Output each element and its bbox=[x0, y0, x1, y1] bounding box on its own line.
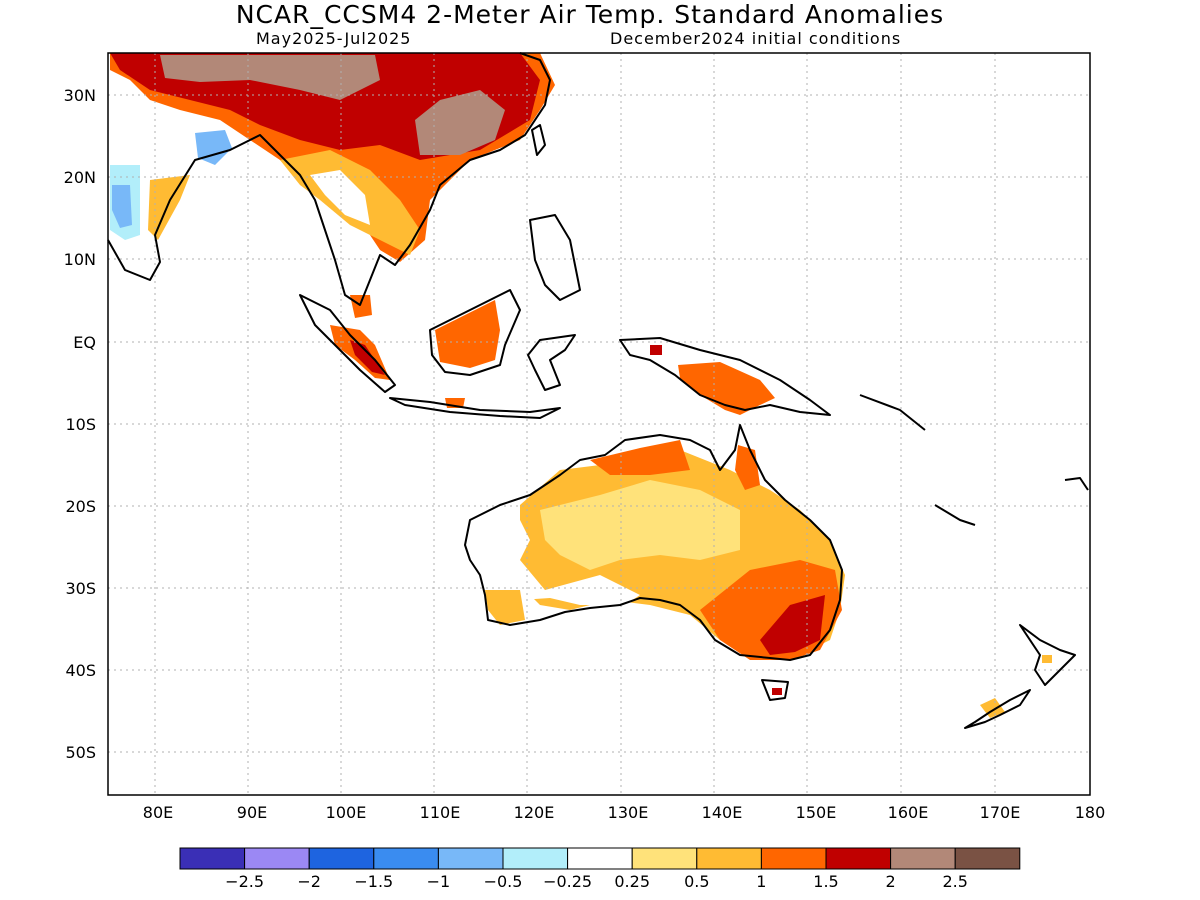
coast-newguinea bbox=[619, 337, 831, 416]
anomaly-newguinea-red bbox=[650, 345, 662, 355]
colorbar-swatch bbox=[696, 847, 762, 870]
lat-label-50s: 50S bbox=[65, 743, 96, 762]
coast-tasmania bbox=[761, 679, 789, 701]
map-subtitle-period: May2025-Jul2025 bbox=[256, 29, 412, 48]
lon-label-180: 180 bbox=[1074, 803, 1106, 822]
lat-label-20s: 20S bbox=[65, 497, 96, 516]
colorbar-swatch bbox=[179, 847, 246, 870]
lat-label-30n: 30N bbox=[63, 86, 96, 105]
coast-newcaledonia bbox=[934, 504, 976, 526]
coast-philippines bbox=[529, 214, 581, 301]
lon-label-150e: 150E bbox=[795, 803, 837, 822]
colorbar-swatch bbox=[954, 847, 1021, 870]
colorbar-label: −1 bbox=[426, 872, 451, 891]
lat-label-10n: 10N bbox=[63, 250, 96, 269]
coast-taiwan bbox=[531, 124, 546, 156]
colorbar-label: −0.25 bbox=[543, 872, 593, 891]
coastlines bbox=[107, 52, 1089, 729]
lon-label-100e: 100E bbox=[325, 803, 367, 822]
colorbar-swatch bbox=[760, 847, 827, 870]
map-gridlines bbox=[108, 53, 1090, 795]
coast-solomons bbox=[859, 394, 926, 431]
anomaly-australia-north-orange bbox=[590, 440, 690, 475]
anomaly-sumatra-red bbox=[350, 340, 385, 375]
lon-label-170e: 170E bbox=[979, 803, 1021, 822]
colorbar-swatch bbox=[890, 847, 956, 870]
anomaly-australia-white bbox=[483, 560, 640, 605]
lon-label-80e: 80E bbox=[142, 803, 174, 822]
coast-borneo bbox=[429, 289, 521, 376]
colorbar-label: 2 bbox=[885, 872, 896, 891]
lat-label-30s: 30S bbox=[65, 579, 96, 598]
lon-label-90e: 90E bbox=[236, 803, 268, 822]
colorbar bbox=[179, 847, 1021, 870]
anomaly-malaya bbox=[350, 295, 372, 318]
colorbar-swatch bbox=[373, 847, 439, 870]
lat-label-10s: 10S bbox=[65, 415, 96, 434]
coast-fiji bbox=[1064, 477, 1089, 491]
coast-sumatra bbox=[299, 294, 396, 393]
map-title: NCAR_CCSM4 2-Meter Air Temp. Standard An… bbox=[235, 0, 945, 29]
coast-asia bbox=[107, 52, 551, 306]
colorbar-swatch bbox=[308, 847, 375, 870]
lon-label-160e: 160E bbox=[887, 803, 929, 822]
coast-sulawesi bbox=[527, 334, 576, 391]
anomaly-nz-north bbox=[1042, 655, 1052, 663]
anomaly-tibet-brown bbox=[160, 55, 380, 100]
anomaly-borneo bbox=[435, 300, 500, 368]
anomaly-indochina-white bbox=[310, 170, 370, 225]
map-frame bbox=[107, 52, 1091, 796]
anomaly-nz-south bbox=[980, 698, 1005, 718]
anomaly-bengal-blue bbox=[195, 130, 232, 165]
colorbar-label: 1.5 bbox=[813, 872, 839, 891]
colorbar-swatch bbox=[567, 847, 633, 870]
lat-label-20n: 20N bbox=[63, 168, 96, 187]
lon-label-140e: 140E bbox=[701, 803, 743, 822]
colorbar-label: −1.5 bbox=[354, 872, 394, 891]
colorbar-swatch bbox=[437, 847, 504, 870]
lat-label-eq: EQ bbox=[73, 333, 96, 352]
colorbar-label: 0.5 bbox=[684, 872, 710, 891]
coast-nz-north bbox=[1019, 624, 1076, 686]
anomaly-australia-paleyellow bbox=[540, 480, 740, 570]
colorbar-label: 1 bbox=[756, 872, 767, 891]
colorbar-label: 2.5 bbox=[942, 872, 968, 891]
coast-nz-south bbox=[964, 689, 1031, 729]
colorbar-swatch bbox=[631, 847, 698, 870]
anomaly-newguinea bbox=[678, 362, 775, 415]
colorbar-swatch bbox=[825, 847, 892, 870]
map-subtitle-conditions: December2024 initial conditions bbox=[610, 29, 902, 48]
lat-label-40s: 40S bbox=[65, 661, 96, 680]
anomaly-china-brown bbox=[415, 90, 505, 155]
anomaly-wa-yellow bbox=[485, 590, 525, 625]
colorbar-label: −0.5 bbox=[483, 872, 523, 891]
anomaly-australia-red-se bbox=[760, 595, 825, 655]
colorbar-swatch bbox=[244, 847, 310, 870]
colorbar-label: 0.25 bbox=[614, 872, 650, 891]
anomaly-india-yellow bbox=[148, 175, 190, 240]
coast-java bbox=[389, 397, 561, 419]
anomaly-tasmania bbox=[772, 688, 782, 695]
coast-australia bbox=[464, 424, 843, 661]
lon-label-130e: 130E bbox=[607, 803, 649, 822]
lon-label-110e: 110E bbox=[419, 803, 461, 822]
colorbar-label: −2 bbox=[297, 872, 321, 891]
colorbar-label: −2.5 bbox=[225, 872, 265, 891]
lon-label-120e: 120E bbox=[513, 803, 555, 822]
colorbar-swatch bbox=[502, 847, 569, 870]
anomaly-india-blue bbox=[112, 185, 132, 228]
